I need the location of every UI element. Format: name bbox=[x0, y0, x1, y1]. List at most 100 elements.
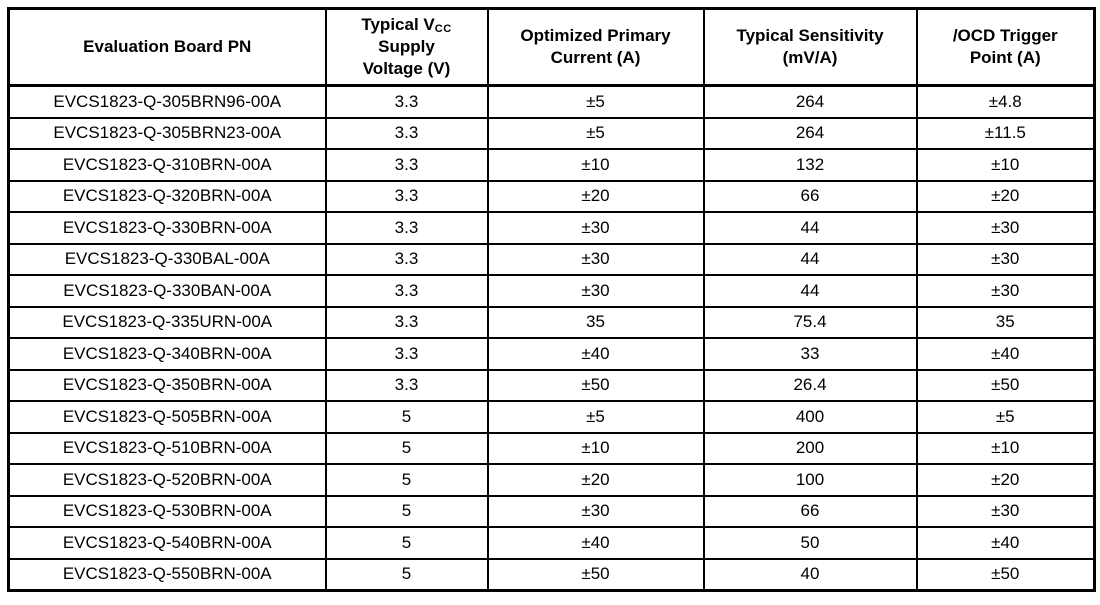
table-cell-sensitivity: 40 bbox=[702, 557, 918, 592]
table-cell-sensitivity: 66 bbox=[702, 494, 918, 528]
header-label: Evaluation Board PN bbox=[83, 36, 252, 56]
table-cell-sensitivity: 400 bbox=[702, 400, 918, 434]
header-line: Voltage (V) bbox=[362, 59, 451, 79]
table-cell-current: ±40 bbox=[486, 337, 705, 371]
table-cell-sensitivity: 200 bbox=[702, 431, 918, 465]
table-row: EVCS1823-Q-305BRN96-00A 3.3 ±5 264 ±4.8 bbox=[7, 84, 1096, 119]
table-cell-pn: EVCS1823-Q-350BRN-00A bbox=[7, 368, 327, 402]
table-cell-sensitivity: 75.4 bbox=[702, 305, 918, 339]
table-body: EVCS1823-Q-305BRN96-00A 3.3 ±5 264 ±4.8 EVCS1… bbox=[7, 84, 1096, 592]
table-cell-ocd: ±5 bbox=[915, 400, 1096, 434]
table-cell-vcc: 3.3 bbox=[324, 148, 489, 182]
table-cell-ocd: ±4.8 bbox=[915, 84, 1096, 119]
table-cell-pn: EVCS1823-Q-520BRN-00A bbox=[7, 463, 327, 497]
table-cell-sensitivity: 264 bbox=[702, 84, 918, 119]
table-cell-ocd: ±30 bbox=[915, 211, 1096, 245]
header-optimized-primary-current: Optimized Primary Current (A) bbox=[486, 7, 705, 87]
header-line: /OCD Trigger bbox=[952, 25, 1058, 45]
table-cell-pn: EVCS1823-Q-320BRN-00A bbox=[7, 179, 327, 213]
header-ocd-trigger-point: /OCD Trigger Point (A) bbox=[915, 7, 1096, 87]
table-cell-pn: EVCS1823-Q-510BRN-00A bbox=[7, 431, 327, 465]
table-cell-current: ±20 bbox=[486, 463, 705, 497]
table-cell-current: ±30 bbox=[486, 211, 705, 245]
table-cell-ocd: ±30 bbox=[915, 494, 1096, 528]
table-cell-ocd: ±20 bbox=[915, 179, 1096, 213]
header-label: Typical V bbox=[361, 14, 435, 34]
table-cell-ocd: ±30 bbox=[915, 242, 1096, 276]
table-cell-pn: EVCS1823-Q-330BAN-00A bbox=[7, 274, 327, 308]
table-cell-vcc: 5 bbox=[324, 400, 489, 434]
table-cell-current: ±5 bbox=[486, 400, 705, 434]
table-cell-vcc: 3.3 bbox=[324, 242, 489, 276]
vcc-subscript: CC bbox=[434, 22, 452, 35]
header-line: Typical VCC bbox=[331, 14, 483, 36]
table-cell-vcc: 3.3 bbox=[324, 179, 489, 213]
table-row: EVCS1823-Q-305BRN23-00A 3.3 ±5 264 ±11.5 bbox=[7, 116, 1096, 150]
table-row: EVCS1823-Q-510BRN-00A 5 ±10 200 ±10 bbox=[7, 431, 1096, 465]
table-cell-ocd: ±40 bbox=[915, 526, 1096, 560]
table-cell-ocd: ±50 bbox=[915, 557, 1096, 592]
table-row: EVCS1823-Q-530BRN-00A 5 ±30 66 ±30 bbox=[7, 494, 1096, 528]
table-cell-sensitivity: 50 bbox=[702, 526, 918, 560]
header-line: Supply bbox=[378, 37, 435, 57]
table-row: EVCS1823-Q-540BRN-00A 5 ±40 50 ±40 bbox=[7, 526, 1096, 560]
table-cell-vcc: 3.3 bbox=[324, 337, 489, 371]
table-cell-current: ±10 bbox=[486, 148, 705, 182]
table-row: EVCS1823-Q-330BAN-00A 3.3 ±30 44 ±30 bbox=[7, 274, 1096, 308]
table-cell-sensitivity: 26.4 bbox=[702, 368, 918, 402]
evaluation-board-table: Evaluation Board PN Typical VCC Supply V… bbox=[7, 7, 1096, 592]
table-cell-ocd: ±10 bbox=[915, 148, 1096, 182]
table-header: Evaluation Board PN Typical VCC Supply V… bbox=[7, 7, 1096, 87]
table-cell-sensitivity: 66 bbox=[702, 179, 918, 213]
table-cell-pn: EVCS1823-Q-305BRN23-00A bbox=[7, 116, 327, 150]
table-cell-vcc: 3.3 bbox=[324, 274, 489, 308]
table-cell-sensitivity: 44 bbox=[702, 274, 918, 308]
header-row: Evaluation Board PN Typical VCC Supply V… bbox=[7, 7, 1096, 87]
table-cell-sensitivity: 132 bbox=[702, 148, 918, 182]
table-cell-vcc: 3.3 bbox=[324, 211, 489, 245]
table-cell-current: ±30 bbox=[486, 274, 705, 308]
table-cell-current: ±5 bbox=[486, 84, 705, 119]
table-cell-pn: EVCS1823-Q-310BRN-00A bbox=[7, 148, 327, 182]
table-cell-ocd: 35 bbox=[915, 305, 1096, 339]
table-cell-pn: EVCS1823-Q-330BRN-00A bbox=[7, 211, 327, 245]
table-row: EVCS1823-Q-340BRN-00A 3.3 ±40 33 ±40 bbox=[7, 337, 1096, 371]
table-cell-vcc: 5 bbox=[324, 526, 489, 560]
table-cell-pn: EVCS1823-Q-540BRN-00A bbox=[7, 526, 327, 560]
header-line: Typical Sensitivity bbox=[736, 25, 884, 45]
table-row: EVCS1823-Q-350BRN-00A 3.3 ±50 26.4 ±50 bbox=[7, 368, 1096, 402]
table-row: EVCS1823-Q-330BRN-00A 3.3 ±30 44 ±30 bbox=[7, 211, 1096, 245]
table-cell-vcc: 3.3 bbox=[324, 116, 489, 150]
header-line: Current (A) bbox=[550, 48, 641, 67]
table-cell-pn: EVCS1823-Q-305BRN96-00A bbox=[7, 84, 327, 119]
table-cell-current: ±30 bbox=[486, 494, 705, 528]
table-cell-ocd: ±11.5 bbox=[915, 116, 1096, 150]
header-line: Optimized Primary bbox=[520, 25, 671, 45]
table-cell-current: ±20 bbox=[486, 179, 705, 213]
table-cell-pn: EVCS1823-Q-335URN-00A bbox=[7, 305, 327, 339]
table-cell-current: 35 bbox=[486, 305, 705, 339]
table-cell-current: ±10 bbox=[486, 431, 705, 465]
table-cell-vcc: 5 bbox=[324, 557, 489, 592]
table-cell-vcc: 3.3 bbox=[324, 84, 489, 119]
table-cell-pn: EVCS1823-Q-330BAL-00A bbox=[7, 242, 327, 276]
table-cell-vcc: 5 bbox=[324, 431, 489, 465]
table-cell-current: ±50 bbox=[486, 557, 705, 592]
table-row: EVCS1823-Q-335URN-00A 3.3 35 75.4 35 bbox=[7, 305, 1096, 339]
table-cell-pn: EVCS1823-Q-340BRN-00A bbox=[7, 337, 327, 371]
table-cell-vcc: 3.3 bbox=[324, 368, 489, 402]
header-evaluation-board-pn: Evaluation Board PN bbox=[7, 7, 327, 87]
table-cell-ocd: ±20 bbox=[915, 463, 1096, 497]
table-cell-vcc: 5 bbox=[324, 494, 489, 528]
table-cell-pn: EVCS1823-Q-530BRN-00A bbox=[7, 494, 327, 528]
table-cell-ocd: ±30 bbox=[915, 274, 1096, 308]
table-cell-ocd: ±50 bbox=[915, 368, 1096, 402]
header-line: (mV/A) bbox=[782, 48, 838, 67]
table-row: EVCS1823-Q-550BRN-00A 5 ±50 40 ±50 bbox=[7, 557, 1096, 592]
table-cell-sensitivity: 264 bbox=[702, 116, 918, 150]
header-line: Point (A) bbox=[969, 48, 1041, 67]
table-row: EVCS1823-Q-310BRN-00A 3.3 ±10 132 ±10 bbox=[7, 148, 1096, 182]
table-cell-sensitivity: 44 bbox=[702, 242, 918, 276]
table-row: EVCS1823-Q-330BAL-00A 3.3 ±30 44 ±30 bbox=[7, 242, 1096, 276]
table-row: EVCS1823-Q-320BRN-00A 3.3 ±20 66 ±20 bbox=[7, 179, 1096, 213]
